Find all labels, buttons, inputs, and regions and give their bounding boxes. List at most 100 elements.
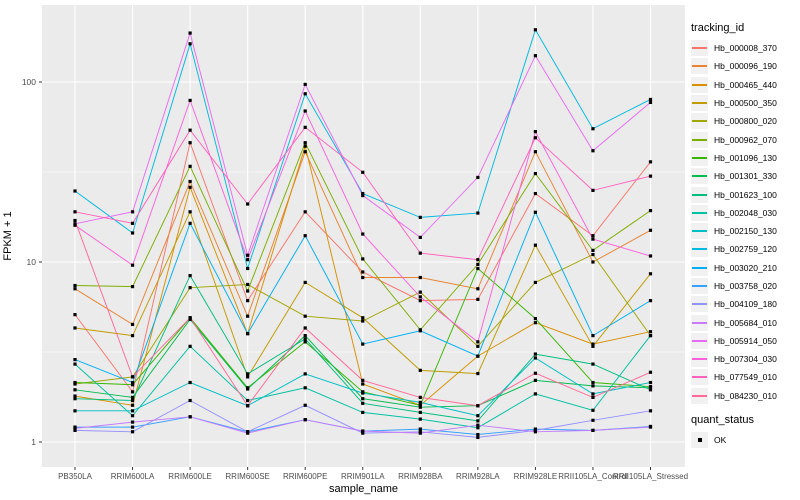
y-tick-label: 1 <box>31 437 36 447</box>
data-point <box>130 383 135 387</box>
data-point <box>130 403 135 407</box>
data-point <box>361 397 365 401</box>
legend-line-swatch <box>692 156 707 159</box>
data-point <box>303 150 307 154</box>
legend-color-key <box>691 332 708 349</box>
legend-item-Hb_001301_330: Hb_001301_330 <box>691 167 799 185</box>
legend-item-Hb_077549_010: Hb_077549_010 <box>691 368 799 386</box>
data-point <box>533 280 537 285</box>
data-point <box>418 295 422 299</box>
data-point <box>361 170 365 174</box>
data-point <box>188 274 192 278</box>
data-point <box>130 398 135 403</box>
data-point <box>648 208 653 213</box>
x-tick-label: RRIM600LA <box>111 472 155 481</box>
data-point <box>591 248 595 252</box>
legend-item-Hb_000096_190: Hb_000096_190 <box>691 57 799 75</box>
legend-item-Hb_002759_120: Hb_002759_120 <box>691 240 799 258</box>
data-point <box>303 92 307 96</box>
data-point <box>246 299 250 303</box>
legend-item-Hb_000500_350: Hb_000500_350 <box>691 94 799 112</box>
data-point <box>476 297 480 301</box>
data-point <box>476 435 480 440</box>
data-point <box>418 417 422 421</box>
legend-color-key <box>691 40 708 57</box>
data-point <box>361 410 365 415</box>
data-point <box>418 403 422 407</box>
data-point <box>533 430 537 434</box>
legend-color-key <box>691 131 708 148</box>
data-point <box>130 334 135 338</box>
data-point <box>73 283 77 288</box>
data-point <box>648 388 653 392</box>
data-point <box>303 144 307 148</box>
x-tick-label: RRIM928LE <box>514 472 558 481</box>
data-point <box>418 290 422 294</box>
data-point <box>476 419 480 423</box>
data-point <box>648 299 653 303</box>
data-point <box>476 344 480 348</box>
legend-line-swatch <box>692 394 707 397</box>
legend-label: Hb_084230_010 <box>714 390 777 401</box>
data-point <box>130 231 135 235</box>
legend-line-swatch <box>692 358 707 361</box>
data-point <box>246 387 250 391</box>
data-point <box>476 258 480 262</box>
legend-color-key <box>691 223 708 240</box>
data-point <box>246 202 250 206</box>
legend-items-tracking-id: Hb_000008_370 Hb_000096_190 Hb_000465_440 H… <box>691 39 799 405</box>
legend-color-key <box>691 351 708 368</box>
data-point <box>591 428 595 432</box>
data-point <box>418 251 422 255</box>
y-axis-title: FPKM + 1 <box>2 211 14 261</box>
data-point <box>591 342 595 346</box>
legend-item-Hb_005684_010: Hb_005684_010 <box>691 313 799 331</box>
legend-color-key <box>691 149 708 166</box>
data-point <box>130 414 135 418</box>
data-point <box>73 394 77 398</box>
data-point <box>476 211 480 215</box>
data-point <box>591 344 595 348</box>
data-point <box>303 418 307 422</box>
legend-color-key <box>691 204 708 221</box>
data-point <box>73 426 77 431</box>
legend-label: OK <box>714 435 727 446</box>
data-point <box>533 130 537 134</box>
data-point <box>533 352 537 356</box>
legend-line-swatch <box>692 138 707 141</box>
data-point <box>73 357 77 362</box>
data-point <box>303 326 307 330</box>
legend-item-Hb_084230_010: Hb_084230_010 <box>691 387 799 405</box>
legend-line-swatch <box>692 83 707 86</box>
legend-label: Hb_000096_190 <box>714 61 777 72</box>
data-point <box>246 398 250 403</box>
legend-line-swatch <box>692 47 707 50</box>
data-point <box>246 282 250 287</box>
legend-label: Hb_002150_130 <box>714 226 777 237</box>
data-point <box>73 210 77 214</box>
legend-label: Hb_077549_010 <box>714 372 777 383</box>
data-point <box>648 254 653 258</box>
legend-color-key <box>691 296 708 313</box>
data-point <box>303 109 307 113</box>
data-point <box>130 430 135 434</box>
data-point <box>476 423 480 427</box>
legend-label: Hb_003020_210 <box>714 262 777 273</box>
legend-line-swatch <box>692 339 707 342</box>
legend-label: Hb_000500_350 <box>714 98 777 109</box>
data-point <box>418 215 422 219</box>
legend-label: Hb_003758_020 <box>714 281 777 291</box>
legend-line-swatch <box>692 303 707 306</box>
legend-color-key <box>691 241 708 258</box>
data-point <box>130 263 135 267</box>
legend-label: Hb_005684_010 <box>714 317 777 328</box>
legend-label: Hb_001096_130 <box>714 152 777 163</box>
data-point <box>418 431 422 435</box>
data-point <box>246 314 250 318</box>
data-point <box>188 128 192 132</box>
data-point <box>591 237 595 241</box>
data-point <box>361 191 365 196</box>
legend-item-Hb_002048_030: Hb_002048_030 <box>691 204 799 222</box>
legend-label: Hb_004109_180 <box>714 299 777 310</box>
data-point <box>591 380 595 385</box>
